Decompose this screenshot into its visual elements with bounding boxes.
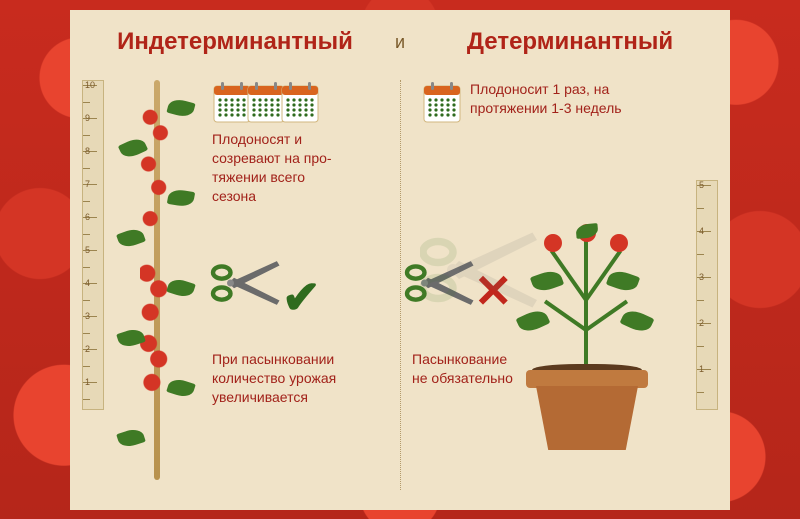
right-ruler: 5 4 3 2 1 — [696, 180, 718, 410]
ruler-number: 9 — [85, 113, 90, 123]
ruler-tick-minor — [83, 234, 90, 235]
tomato-fruit — [610, 234, 628, 252]
ruler-number: 7 — [85, 179, 90, 189]
ruler-tick-minor — [697, 392, 704, 393]
leaf-icon — [620, 307, 655, 336]
plant-stem — [584, 240, 588, 370]
left-ruler: 10 9 8 7 6 5 4 3 2 1 — [82, 80, 104, 410]
ruler-number: 1 — [699, 364, 704, 374]
calendar-icon — [280, 80, 320, 124]
ruler-tick-minor — [83, 300, 90, 301]
ruler-tick-minor — [697, 208, 704, 209]
ruler-number: 10 — [85, 80, 95, 90]
ruler-tick-minor — [83, 201, 90, 202]
ruler-tick-minor — [83, 102, 90, 103]
ruler-number: 4 — [699, 226, 704, 236]
left-fruiting-text: Плодоносят и созревают на про- тяжении в… — [212, 130, 392, 206]
ruler-number: 2 — [85, 344, 90, 354]
ruler-number: 5 — [85, 245, 90, 255]
ruler-number: 5 — [699, 180, 704, 190]
ruler-tick-minor — [697, 346, 704, 347]
indeterminate-plant — [110, 80, 200, 480]
left-title: Индетерминантный — [86, 28, 384, 56]
right-title: Детерминантный — [426, 28, 714, 56]
right-fruiting-text: Плодоносит 1 раз, на протяжении 1-3 неде… — [470, 80, 622, 124]
check-mark-icon: ✔ — [282, 270, 321, 324]
left-pruning-text: При пасынковании количество урожая увели… — [212, 350, 336, 407]
calendar-icon — [422, 80, 462, 124]
infographic-panel: и Индетерминантный 10 9 8 7 6 5 4 3 2 1 — [70, 10, 730, 510]
ruler-tick-minor — [697, 300, 704, 301]
ruler-number: 1 — [85, 377, 90, 387]
right-calendars — [422, 80, 456, 124]
ruler-number: 4 — [85, 278, 90, 288]
ruler-number: 3 — [699, 272, 704, 282]
ruler-number: 8 — [85, 146, 90, 156]
left-column: Индетерминантный 10 9 8 7 6 5 4 3 2 1 — [70, 10, 400, 510]
left-pruning-graphic: ✔ — [210, 248, 300, 323]
ruler-tick-minor — [83, 267, 90, 268]
ruler-tick-minor — [83, 333, 90, 334]
right-pruning-text: Пасынкование не обязательно — [412, 350, 513, 388]
conjunction-text: и — [395, 32, 405, 53]
ruler-tick-minor — [83, 168, 90, 169]
left-content: 10 9 8 7 6 5 4 3 2 1 — [82, 80, 388, 500]
ruler-tick-minor — [83, 399, 90, 400]
left-fruiting-block: Плодоносят и созревают на про- тяжении в… — [212, 80, 392, 206]
plant-pot — [532, 370, 642, 450]
watermark-scissors-icon — [420, 210, 570, 330]
ruler-tick-minor — [83, 366, 90, 367]
ruler-tick-minor — [697, 254, 704, 255]
right-fruiting-block: Плодоносит 1 раз, на протяжении 1-3 неде… — [422, 80, 722, 124]
left-calendars — [212, 80, 392, 124]
ruler-number: 2 — [699, 318, 704, 328]
ruler-tick-minor — [83, 135, 90, 136]
ruler-number: 6 — [85, 212, 90, 222]
leaf-icon — [606, 267, 640, 294]
ruler-number: 3 — [85, 311, 90, 321]
